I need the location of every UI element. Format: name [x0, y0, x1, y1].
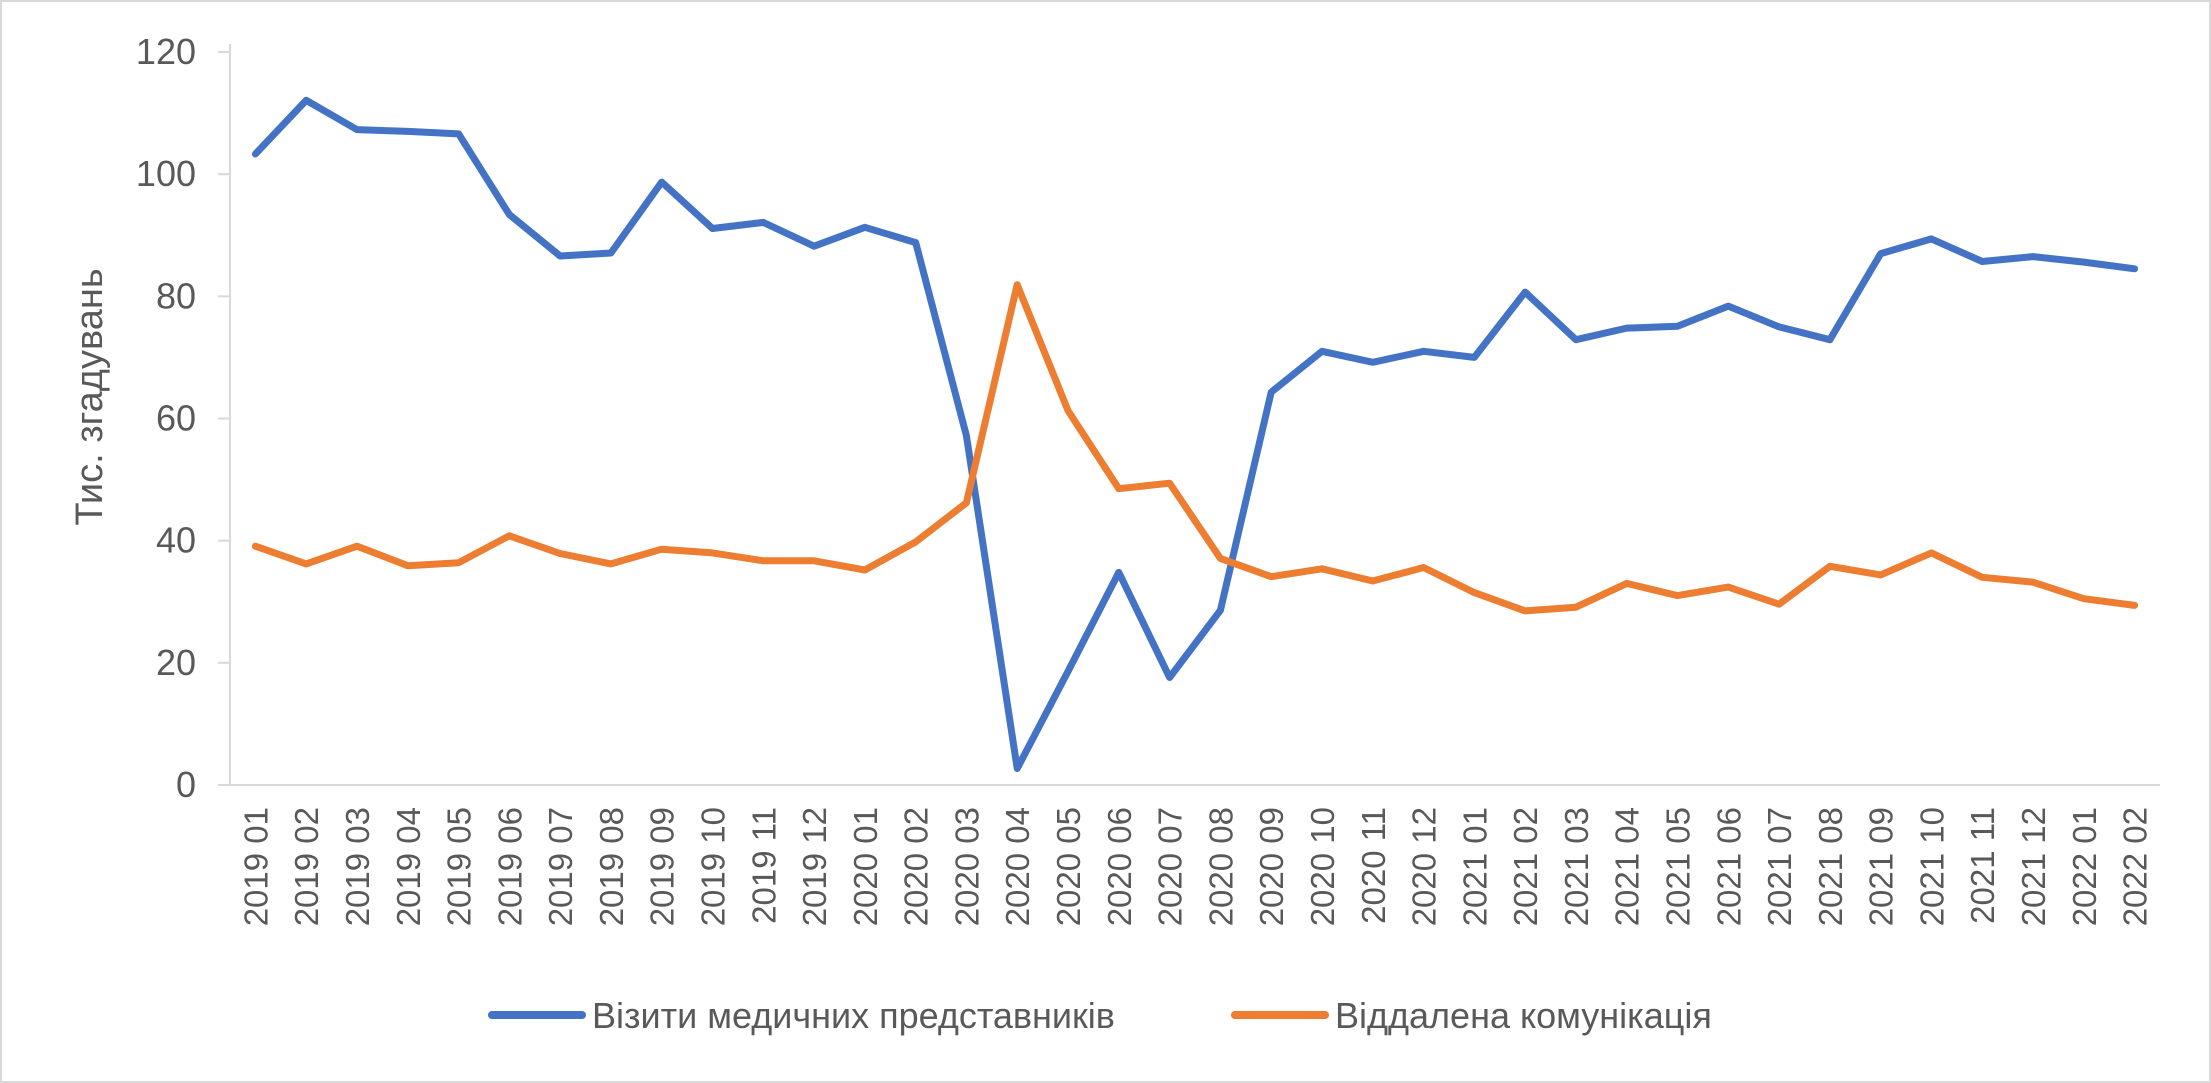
series-lines — [251, 96, 2139, 772]
y-tick-label: 20 — [156, 642, 196, 683]
x-tick-label: 2020 02 — [898, 807, 935, 926]
x-tick-label: 2021 08 — [1812, 807, 1849, 926]
x-tick-label: 2019 06 — [491, 807, 528, 926]
x-tick-label: 2019 07 — [542, 807, 579, 926]
y-tick-label: 60 — [156, 398, 196, 439]
y-axis-title: Тис. згадувань — [69, 268, 111, 525]
x-tick-label: 2020 03 — [948, 807, 985, 926]
x-tick-label: 2020 12 — [1406, 807, 1443, 926]
x-tick-label: 2019 04 — [390, 807, 427, 926]
x-tick-label: 2019 02 — [288, 807, 325, 926]
x-tick-label: 2020 10 — [1304, 807, 1341, 926]
legend-label-1: Візити медичних представників — [592, 995, 1115, 1036]
x-tick-label: 2021 06 — [1710, 807, 1747, 926]
x-axis: 2019 01 2019 02 2019 03 2019 04 2019 05 2019 … — [230, 784, 2160, 926]
y-tick-label: 40 — [156, 520, 196, 561]
x-tick-label: 2021 04 — [1609, 807, 1646, 926]
x-tick-label: 2020 11 — [1355, 807, 1392, 924]
x-tick-label: 2022 02 — [2117, 807, 2154, 926]
x-tick-label: 2019 05 — [441, 807, 478, 926]
y-axis: 0 20 40 60 80 100 120 — [136, 31, 231, 805]
x-tick-label: 2019 08 — [593, 807, 630, 926]
x-tick-label: 2019 03 — [339, 807, 376, 926]
x-tick-label: 2021 12 — [2015, 807, 2052, 926]
x-tick-label: 2021 03 — [1558, 807, 1595, 926]
series-line-1 — [251, 96, 2139, 772]
x-tick-label: 2019 11 — [745, 807, 782, 924]
legend-label-2: Віддалена комунікація — [1335, 995, 1712, 1036]
x-tick-label: 2020 07 — [1152, 807, 1189, 926]
series-line-2 — [251, 281, 2139, 615]
x-tick-label: 2020 06 — [1101, 807, 1138, 926]
y-tick-label: 100 — [136, 153, 196, 194]
x-tick-label: 2020 04 — [999, 807, 1036, 926]
x-tick-label: 2021 09 — [1863, 807, 1900, 926]
x-tick-label: 2020 09 — [1253, 807, 1290, 926]
x-tick-label: 2019 01 — [237, 807, 274, 926]
x-tick-label: 2019 12 — [796, 807, 833, 926]
x-tick-label: 2019 10 — [695, 807, 732, 926]
y-tick-label: 80 — [156, 275, 196, 316]
x-tick-label: 2021 02 — [1507, 807, 1544, 926]
x-tick-label: 2021 07 — [1761, 807, 1798, 926]
y-tick-label: 120 — [136, 31, 196, 72]
x-tick-label: 2020 05 — [1050, 807, 1087, 926]
x-tick-label: 2021 10 — [1913, 807, 1950, 926]
y-tick-label: 0 — [176, 764, 196, 805]
x-tick-label: 2021 05 — [1660, 807, 1697, 926]
legend: Візити медичних представників Віддалена к… — [488, 995, 1712, 1036]
x-tick-label: 2020 08 — [1202, 807, 1239, 926]
x-tick-label: 2021 11 — [1964, 807, 2001, 924]
x-tick-label: 2019 09 — [644, 807, 681, 926]
x-tick-label: 2020 01 — [847, 807, 884, 926]
x-tick-label: 2022 01 — [2066, 807, 2103, 926]
x-tick-label: 2021 01 — [1456, 807, 1493, 926]
